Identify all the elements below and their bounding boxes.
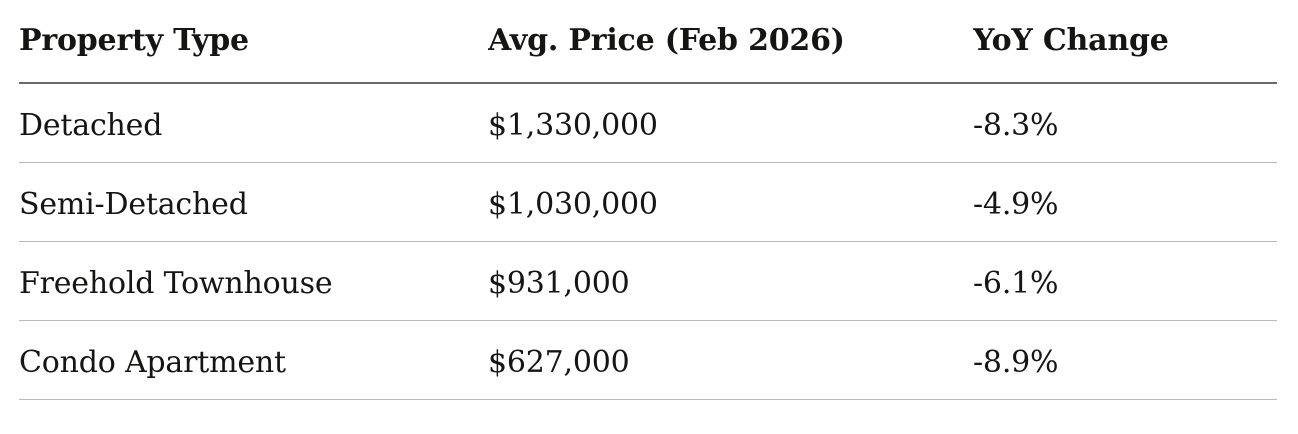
table-row: Semi-Detached $1,030,000 -4.9% [19,162,1277,242]
column-header-property-type: Property Type [19,0,488,84]
cell-property-type: Condo Apartment [19,320,488,400]
table-row: Detached $1,330,000 -8.3% [19,83,1277,163]
cell-avg-price: $1,330,000 [488,83,973,163]
property-price-table: Property Type Avg. Price (Feb 2026) YoY … [19,0,1277,400]
cell-yoy-change: -8.9% [973,320,1277,400]
table-row: Condo Apartment $627,000 -8.9% [19,320,1277,400]
cell-yoy-change: -6.1% [973,241,1277,321]
cell-yoy-change: -8.3% [973,83,1277,163]
column-header-yoy-change: YoY Change [973,0,1277,84]
header-row: Property Type Avg. Price (Feb 2026) YoY … [19,0,1277,84]
cell-property-type: Detached [19,83,488,163]
cell-avg-price: $627,000 [488,320,973,400]
cell-yoy-change: -4.9% [973,162,1277,242]
cell-avg-price: $1,030,000 [488,162,973,242]
cell-property-type: Semi-Detached [19,162,488,242]
column-header-avg-price: Avg. Price (Feb 2026) [488,0,973,84]
cell-property-type: Freehold Townhouse [19,241,488,321]
cell-avg-price: $931,000 [488,241,973,321]
table-row: Freehold Townhouse $931,000 -6.1% [19,241,1277,321]
